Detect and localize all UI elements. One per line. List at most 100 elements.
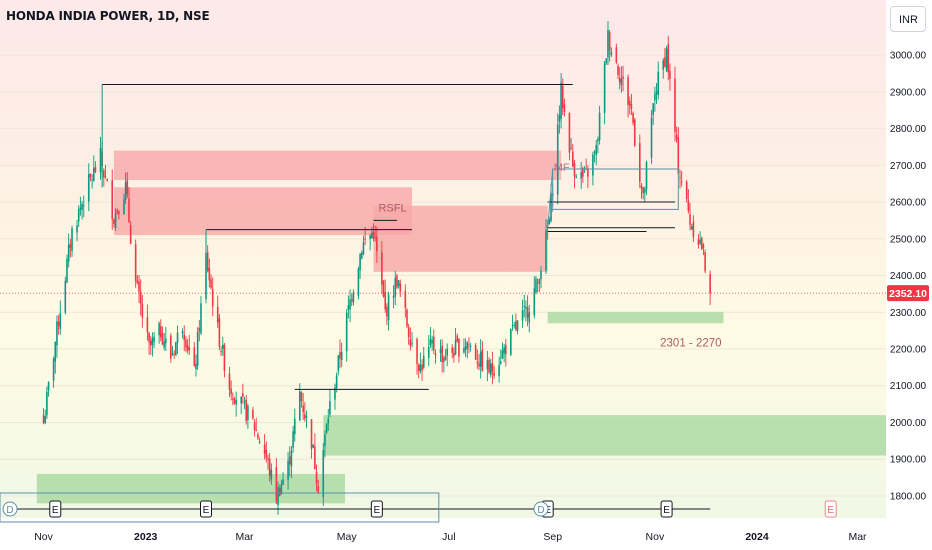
- pattern-box-edge: [547, 209, 554, 225]
- candle-body: [528, 312, 531, 323]
- candle-body: [240, 396, 242, 404]
- candle-body: [47, 382, 50, 391]
- candle-body: [439, 348, 442, 353]
- candle-body: [510, 329, 512, 355]
- candle-body: [173, 353, 175, 355]
- candle-body: [657, 71, 660, 95]
- candle-body: [575, 176, 577, 179]
- candle-body: [200, 303, 202, 334]
- candle-body: [171, 353, 174, 355]
- price-tick-label: 2800.00: [890, 124, 927, 135]
- time-tick-label: Nov: [646, 531, 665, 543]
- candle-body: [451, 347, 454, 353]
- candle-body: [188, 347, 191, 351]
- candle-body: [700, 237, 703, 250]
- candle-body: [582, 167, 584, 177]
- candle-body: [339, 352, 341, 359]
- candle-body: [364, 239, 366, 240]
- demand-zone: [323, 415, 886, 456]
- supply-zone: [373, 205, 548, 272]
- candle-body: [216, 306, 219, 323]
- time-tick-label: Mar: [235, 531, 254, 543]
- candle-body: [406, 309, 408, 327]
- candle-body: [456, 335, 459, 342]
- candle-body: [243, 401, 246, 402]
- candle-body: [630, 103, 633, 110]
- candle-body: [329, 401, 331, 415]
- candle-body: [352, 292, 355, 303]
- candle-body: [446, 348, 448, 356]
- candle-body: [181, 331, 184, 334]
- candle-body: [175, 341, 177, 356]
- candle-body: [627, 77, 629, 105]
- candle-body: [427, 346, 430, 358]
- candle-body: [685, 181, 688, 200]
- price-axis[interactable]: 1800.00 1900.00 2000.00 2100.00 2200.00 2300.…: [890, 51, 927, 503]
- candle-body: [478, 363, 480, 367]
- candle-body: [136, 280, 139, 283]
- candle-body: [253, 422, 256, 431]
- candle-body: [501, 350, 504, 359]
- currency-button[interactable]: INR: [890, 6, 926, 32]
- candle-body: [292, 431, 294, 448]
- pattern-box-edge: [547, 168, 554, 228]
- candle-body: [394, 277, 397, 297]
- candle-body: [89, 173, 92, 178]
- candle-body: [533, 288, 536, 316]
- earnings-marker-glyph: E: [52, 505, 59, 516]
- candle-body: [312, 444, 314, 448]
- candle-body: [493, 372, 495, 376]
- zone-label: 2301 - 2270: [660, 337, 721, 349]
- candle-body: [118, 211, 120, 215]
- candle-body: [327, 418, 330, 424]
- candle-body: [99, 148, 102, 173]
- candle-body: [397, 280, 400, 286]
- candle-body: [572, 151, 574, 167]
- zone-label: RSFL: [378, 203, 406, 215]
- price-tick-label: 2100.00: [890, 381, 927, 392]
- time-axis[interactable]: Nov 2023 Mar May Jul Sep Nov 2024 Mar: [34, 531, 867, 543]
- candle-body: [185, 339, 187, 348]
- candle-body: [488, 359, 490, 373]
- candle-body: [176, 332, 179, 343]
- candle-body: [690, 226, 693, 230]
- candles-layer: [42, 20, 711, 515]
- candle-body: [325, 423, 328, 433]
- candle-body: [44, 416, 47, 424]
- candle-body: [345, 312, 348, 352]
- candle-body: [151, 338, 154, 346]
- candle-body: [548, 218, 551, 225]
- price-tick-label: 1800.00: [890, 491, 927, 502]
- candle-body: [267, 458, 269, 460]
- candle-body: [123, 199, 125, 215]
- candle-body: [263, 444, 266, 454]
- candle-body: [230, 388, 232, 395]
- candle-body: [106, 179, 108, 181]
- candle-body: [148, 332, 150, 343]
- candle-body: [206, 252, 209, 271]
- price-tick-label: 2500.00: [890, 234, 927, 245]
- candle-body: [687, 200, 690, 212]
- candle-body: [628, 100, 631, 106]
- candle-body: [505, 345, 507, 355]
- candle-body: [431, 340, 433, 344]
- candle-body: [340, 351, 343, 360]
- candle-body: [163, 341, 165, 348]
- earnings-marker: [49, 500, 62, 518]
- candle-body: [498, 365, 500, 376]
- candle-body: [81, 204, 83, 210]
- candle-body: [617, 66, 619, 76]
- candle-body: [298, 391, 301, 421]
- candle-body: [644, 188, 646, 193]
- candle-body: [422, 355, 425, 368]
- candle-body: [337, 355, 340, 372]
- candle-body: [664, 57, 666, 67]
- candle-body: [161, 333, 164, 345]
- candle-body: [165, 338, 167, 344]
- candle-body: [592, 154, 594, 176]
- pattern-label: MF: [554, 162, 570, 174]
- price-tick-label: 2700.00: [890, 161, 927, 172]
- candle-body: [704, 251, 706, 272]
